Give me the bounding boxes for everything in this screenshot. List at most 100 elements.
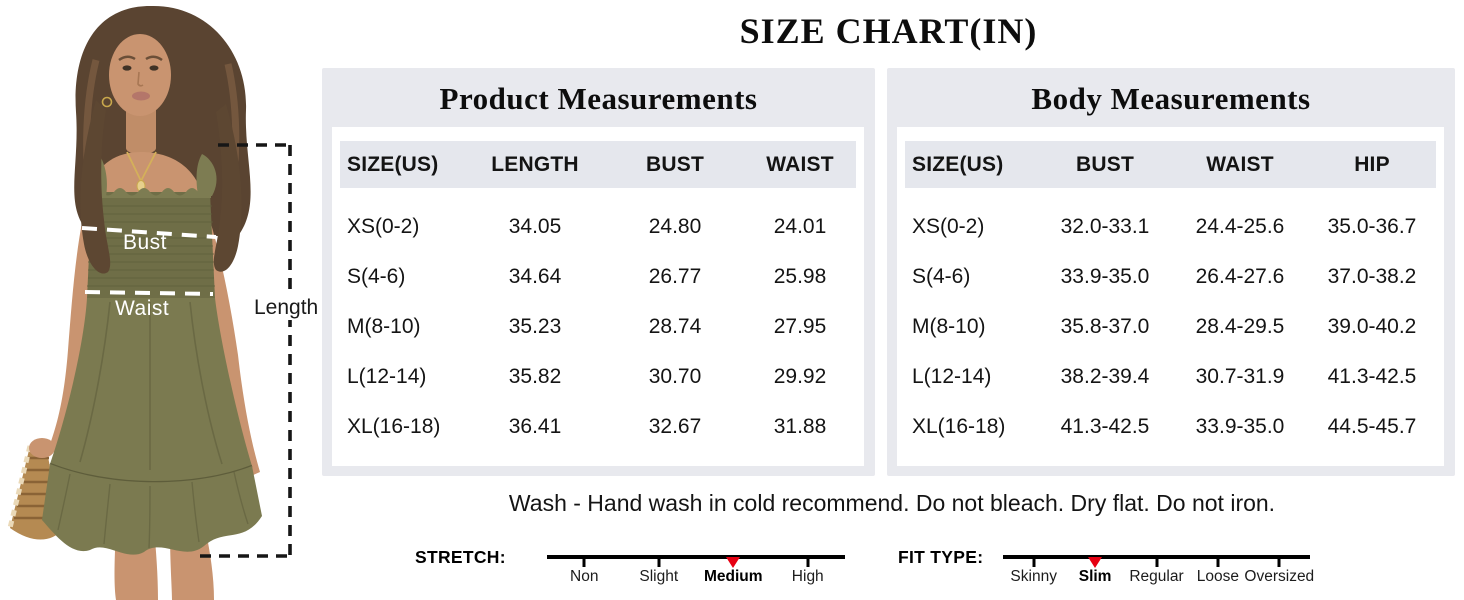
- value-cell: 32.0-33.1: [1060, 215, 1150, 238]
- scale-option: High: [791, 568, 824, 585]
- scale-tick: [657, 555, 661, 567]
- table-row: L(12-14) 38.2-39.4 30.7-31.9 41.3-42.5: [905, 352, 1436, 402]
- left-arm: [48, 196, 100, 456]
- scale-option: Skinny: [1010, 568, 1057, 585]
- value-cell: 26.4-27.6: [1195, 265, 1285, 288]
- selected-marker-icon: [1088, 557, 1103, 568]
- body-table-body: XS(0-2) 32.0-33.1 24.4-25.6 35.0-36.7 S(4-6)…: [905, 202, 1436, 452]
- header-cell: BUST: [1076, 152, 1134, 176]
- face: [109, 34, 171, 116]
- value-cell: 24.01: [773, 215, 827, 238]
- value-cell: 33.9-35.0: [1060, 265, 1150, 288]
- scale-label: FIT TYPE:: [898, 547, 984, 567]
- product-table-body: XS(0-2) 34.05 24.80 24.01 S(4-6) 34.64 26.77 25…: [340, 202, 856, 452]
- value-cell: 29.92: [773, 365, 827, 388]
- header-cell: BUST: [646, 152, 704, 176]
- product-measurements-panel: Product Measurements SIZE(US) LENGTH BUST W…: [322, 68, 875, 476]
- scale-tick: [1155, 555, 1158, 567]
- value-cell: 36.41: [508, 415, 562, 438]
- length-dashed-line: [200, 143, 292, 558]
- size-cell: M(8-10): [912, 315, 986, 338]
- size-cell: S(4-6): [347, 265, 406, 288]
- value-cell: 34.05: [508, 215, 562, 238]
- product-table-header-row: SIZE(US) LENGTH BUST WAIST: [340, 141, 856, 188]
- size-cell: XS(0-2): [347, 215, 420, 238]
- earring-icon: [101, 96, 113, 108]
- scale-tick: [1032, 555, 1036, 567]
- body-measurements-panel: Body Measurements SIZE(US) BUST WAIST HIP X…: [887, 68, 1455, 476]
- value-cell: 32.67: [648, 415, 702, 438]
- size-cell: L(12-14): [912, 365, 992, 388]
- value-cell: 30.70: [648, 365, 702, 388]
- scale-label: STRETCH:: [415, 547, 506, 567]
- value-cell: 41.3-42.5: [1060, 415, 1150, 438]
- scale-tick: [806, 555, 810, 567]
- scale-option: Non: [570, 568, 599, 585]
- scale-option: Slight: [639, 568, 679, 585]
- product-measurements-table: SIZE(US) LENGTH BUST WAIST XS(0-2) 34.05 24.8…: [332, 127, 864, 466]
- value-cell: 35.23: [508, 315, 562, 338]
- scale-track: Non Slight Medium High: [547, 546, 845, 594]
- value-cell: 30.7-31.9: [1195, 365, 1285, 388]
- care-instructions: Wash - Hand wash in cold recommend. Do n…: [508, 490, 1276, 516]
- table-row: L(12-14) 35.82 30.70 29.92: [340, 352, 856, 402]
- body-measurements-title: Body Measurements: [1031, 81, 1311, 116]
- value-cell: 24.4-25.6: [1195, 215, 1285, 238]
- header-cell: SIZE(US): [347, 152, 439, 176]
- table-row: S(4-6) 33.9-35.0 26.4-27.6 37.0-38.2: [905, 252, 1436, 302]
- header-cell: SIZE(US): [912, 152, 1004, 176]
- stretch-scale: STRETCH: Non Slight Medium High: [415, 546, 847, 594]
- value-cell: 33.9-35.0: [1195, 415, 1285, 438]
- value-cell: 35.82: [508, 365, 562, 388]
- scale-option: Medium: [703, 568, 763, 585]
- size-cell: XS(0-2): [912, 215, 985, 238]
- value-cell: 35.0-36.7: [1327, 215, 1417, 238]
- value-cell: 24.80: [648, 215, 702, 238]
- table-row: S(4-6) 34.64 26.77 25.98: [340, 252, 856, 302]
- size-cell: L(12-14): [347, 365, 427, 388]
- value-cell: 37.0-38.2: [1327, 265, 1417, 288]
- value-cell: 35.8-37.0: [1060, 315, 1150, 338]
- model-illustration: [7, 5, 292, 600]
- value-cell: 28.74: [648, 315, 702, 338]
- header-cell: LENGTH: [491, 152, 579, 176]
- scale-track: Skinny Slim Regular Loose Oversized: [1003, 546, 1314, 594]
- header-cell: HIP: [1354, 152, 1390, 176]
- value-cell: 26.77: [648, 265, 702, 288]
- body-table-header-row: SIZE(US) BUST WAIST HIP: [905, 141, 1436, 188]
- size-cell: S(4-6): [912, 265, 971, 288]
- value-cell: 25.98: [773, 265, 827, 288]
- table-row: XL(16-18) 36.41 32.67 31.88: [340, 402, 856, 452]
- value-cell: 31.88: [773, 415, 827, 438]
- table-row: M(8-10) 35.23 28.74 27.95: [340, 302, 856, 352]
- page-title: SIZE CHART(IN): [739, 11, 1038, 51]
- body-measurements-table: SIZE(US) BUST WAIST HIP XS(0-2) 32.0-33.1 24.…: [897, 127, 1444, 466]
- scale-option: Regular: [1129, 568, 1184, 585]
- scale-line: [547, 555, 845, 559]
- scale-tick: [582, 555, 586, 567]
- table-row: XS(0-2) 32.0-33.1 24.4-25.6 35.0-36.7: [905, 202, 1436, 252]
- waist-annotation-label: Waist: [115, 297, 170, 320]
- scale-option: Oversized: [1244, 568, 1315, 585]
- value-cell: 38.2-39.4: [1060, 365, 1150, 388]
- table-row: M(8-10) 35.8-37.0 28.4-29.5 39.0-40.2: [905, 302, 1436, 352]
- value-cell: 28.4-29.5: [1195, 315, 1285, 338]
- size-cell: XL(16-18): [912, 415, 1006, 438]
- bust-dashed-line: [81, 226, 217, 239]
- table-row: XL(16-18) 41.3-42.5 33.9-35.0 44.5-45.7: [905, 402, 1436, 452]
- scale-tick: [1277, 555, 1281, 567]
- value-cell: 27.95: [773, 315, 827, 338]
- waist-dashed-line: [84, 290, 214, 296]
- value-cell: 39.0-40.2: [1327, 315, 1417, 338]
- selected-marker-icon: [726, 557, 741, 568]
- scale-option: Loose: [1196, 568, 1240, 585]
- dress-skirt: [42, 298, 262, 555]
- value-cell: 34.64: [508, 265, 562, 288]
- scale-tick: [1216, 555, 1220, 567]
- bust-annotation-label: Bust: [123, 231, 168, 254]
- header-cell: WAIST: [766, 152, 834, 176]
- model-photo: Bust Waist Length: [0, 0, 330, 600]
- table-row: XS(0-2) 34.05 24.80 24.01: [340, 202, 856, 252]
- fit-type-scale: FIT TYPE: Skinny Slim Regular Loose Oversized: [898, 546, 1314, 594]
